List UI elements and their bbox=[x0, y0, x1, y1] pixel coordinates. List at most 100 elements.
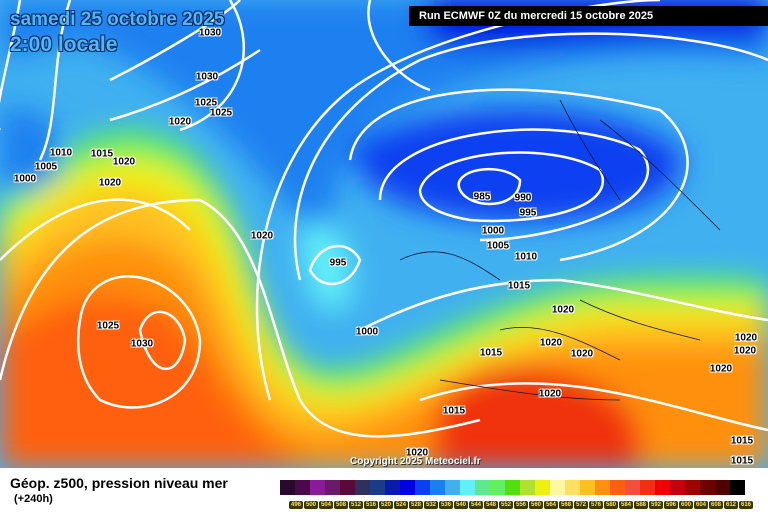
isobar-label: 1005 bbox=[486, 240, 510, 252]
isobar-label: 1010 bbox=[514, 251, 538, 263]
legend-tick: 516 bbox=[364, 501, 378, 509]
legend-tick: 540 bbox=[454, 501, 468, 509]
isobar-label: 1020 bbox=[98, 177, 122, 189]
legend-tick: 524 bbox=[394, 501, 408, 509]
forecast-date: samedi 25 octobre 2025 bbox=[10, 9, 225, 30]
legend-swatch bbox=[490, 480, 505, 495]
isobar-label: 1030 bbox=[198, 27, 222, 39]
legend-swatch bbox=[655, 480, 670, 495]
legend-swatch bbox=[430, 480, 445, 495]
legend-swatch bbox=[505, 480, 520, 495]
legend-swatch bbox=[685, 480, 700, 495]
isobar-label: 1020 bbox=[168, 116, 192, 128]
isobar-label: 1020 bbox=[539, 337, 563, 349]
isobar-label: 1020 bbox=[551, 304, 575, 316]
legend-swatch bbox=[355, 480, 370, 495]
legend-tick: 576 bbox=[589, 501, 603, 509]
legend-swatch bbox=[625, 480, 640, 495]
map-title: Géop. z500, pression niveau mer bbox=[10, 475, 228, 491]
isobar-label: 1015 bbox=[730, 455, 754, 467]
isobar-label: 1005 bbox=[34, 161, 58, 173]
isobar-label: 985 bbox=[473, 191, 491, 203]
legend-tick: 504 bbox=[319, 501, 333, 509]
legend-swatch bbox=[310, 480, 325, 495]
legend-tick: 612 bbox=[724, 501, 738, 509]
legend-swatch bbox=[640, 480, 655, 495]
legend-tick: 556 bbox=[514, 501, 528, 509]
isobar-label: 1025 bbox=[209, 107, 233, 119]
isobar-label: 1030 bbox=[130, 338, 154, 350]
isobar-label: 995 bbox=[519, 207, 537, 219]
legend-tick: 608 bbox=[709, 501, 723, 509]
isobar-label: 1000 bbox=[481, 225, 505, 237]
isobar-label: 1000 bbox=[13, 173, 37, 185]
legend-tick: 592 bbox=[649, 501, 663, 509]
legend-swatch bbox=[325, 480, 340, 495]
legend-ticks: 496 500 504 508 512 516 520 524 528 532 536 540 544 5… bbox=[289, 501, 754, 509]
legend-tick: 508 bbox=[334, 501, 348, 509]
isobar-label: 1020 bbox=[734, 332, 758, 344]
legend-swatch bbox=[475, 480, 490, 495]
legend-swatch bbox=[415, 480, 430, 495]
legend-swatch bbox=[595, 480, 610, 495]
legend-swatch bbox=[535, 480, 550, 495]
legend-tick: 532 bbox=[424, 501, 438, 509]
isobar-label: 1015 bbox=[730, 435, 754, 447]
isobar-label: 1015 bbox=[90, 148, 114, 160]
isobar-label: 990 bbox=[514, 192, 532, 204]
legend-tick: 616 bbox=[739, 501, 753, 509]
legend-swatch bbox=[445, 480, 460, 495]
weather-map: samedi 25 octobre 2025 2:00 locale Run E… bbox=[0, 0, 768, 468]
legend-swatch bbox=[385, 480, 400, 495]
legend-tick: 584 bbox=[619, 501, 633, 509]
geopotential-field bbox=[0, 0, 768, 468]
legend-tick: 560 bbox=[529, 501, 543, 509]
legend-swatch bbox=[565, 480, 580, 495]
forecast-range: (+240h) bbox=[14, 493, 53, 505]
legend-swatch bbox=[400, 480, 415, 495]
footer: Géop. z500, pression niveau mer (+240h) … bbox=[0, 468, 768, 512]
isobar-label: 1020 bbox=[733, 345, 757, 357]
isobar-label: 1020 bbox=[112, 156, 136, 168]
isobar-label: 1025 bbox=[194, 97, 218, 109]
legend-swatch bbox=[730, 480, 745, 495]
run-info: Run ECMWF 0Z du mercredi 15 octobre 2025 bbox=[409, 6, 768, 26]
legend-tick: 544 bbox=[469, 501, 483, 509]
legend-swatch bbox=[340, 480, 355, 495]
isobar-label: 1000 bbox=[355, 326, 379, 338]
legend-swatch bbox=[370, 480, 385, 495]
isobar-label: 1020 bbox=[538, 388, 562, 400]
legend-tick: 596 bbox=[664, 501, 678, 509]
legend-tick: 500 bbox=[304, 501, 318, 509]
legend-swatch bbox=[670, 480, 685, 495]
isobar-label: 1015 bbox=[507, 280, 531, 292]
legend-tick: 496 bbox=[289, 501, 303, 509]
legend-swatch bbox=[520, 480, 535, 495]
legend-tick: 568 bbox=[559, 501, 573, 509]
isobar-label: 1010 bbox=[49, 147, 73, 159]
isobar-label: 1020 bbox=[250, 230, 274, 242]
legend-tick: 588 bbox=[634, 501, 648, 509]
legend-tick: 528 bbox=[409, 501, 423, 509]
legend-swatch bbox=[550, 480, 565, 495]
legend-swatch bbox=[460, 480, 475, 495]
isobar-label: 1015 bbox=[442, 405, 466, 417]
legend-swatch bbox=[610, 480, 625, 495]
legend-tick: 548 bbox=[484, 501, 498, 509]
legend-tick: 580 bbox=[604, 501, 618, 509]
legend-tick: 604 bbox=[694, 501, 708, 509]
legend-tick: 512 bbox=[349, 501, 363, 509]
legend-tick: 520 bbox=[379, 501, 393, 509]
isobar-label: 1015 bbox=[479, 347, 503, 359]
legend-swatch bbox=[280, 480, 295, 495]
legend-tick: 572 bbox=[574, 501, 588, 509]
isobar-label: 995 bbox=[329, 257, 347, 269]
isobar-label: 1030 bbox=[195, 71, 219, 83]
isobar-label: 1020 bbox=[405, 447, 429, 459]
isobar-label: 1025 bbox=[96, 320, 120, 332]
isobar-label: 1020 bbox=[570, 348, 594, 360]
legend-swatch bbox=[295, 480, 310, 495]
legend-swatch bbox=[700, 480, 715, 495]
forecast-time: 2:00 locale bbox=[10, 33, 118, 56]
color-legend bbox=[280, 480, 745, 495]
